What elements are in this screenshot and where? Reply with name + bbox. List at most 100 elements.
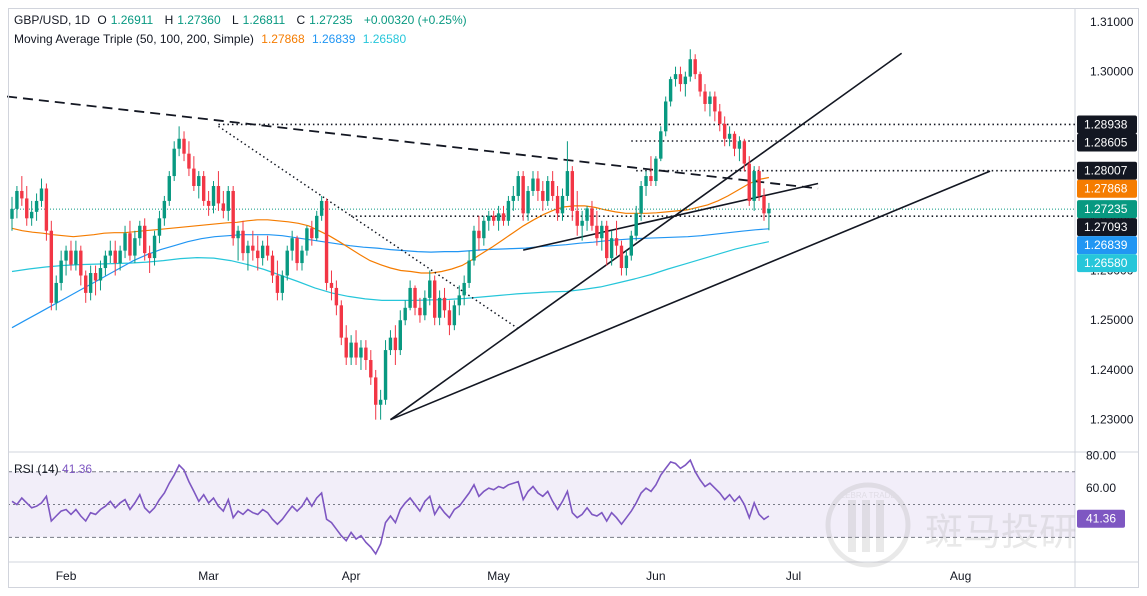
candle-body — [457, 295, 461, 306]
candle-body — [649, 176, 653, 182]
candle — [123, 225, 127, 259]
trendline-0 — [6, 95, 819, 190]
candle — [590, 200, 594, 231]
candle — [619, 240, 624, 276]
price-label-1.28007: 1.28007 — [1077, 161, 1137, 180]
rsi-tick-label: 60.00 — [1086, 481, 1116, 495]
candle-body — [49, 230, 54, 303]
candle — [260, 240, 265, 266]
candle-body — [560, 195, 565, 214]
candle-body — [570, 171, 575, 211]
price-label-text: 1.27868 — [1084, 182, 1128, 196]
rsi-line — [11, 458, 770, 556]
candle — [418, 297, 422, 323]
candle — [727, 126, 732, 147]
time-tick-label: Mar — [198, 569, 219, 583]
candle — [752, 166, 756, 211]
price-label-box — [1077, 161, 1137, 180]
candle-body — [216, 185, 221, 204]
ma-legend[interactable]: Moving Average Triple (50, 100, 200, Sim… — [14, 32, 410, 46]
symbol-label[interactable]: GBP/USD, 1D — [14, 13, 91, 27]
candle — [432, 275, 437, 326]
ma-label[interactable]: Moving Average Triple (50, 100, 200, Sim… — [14, 32, 254, 46]
candle-body — [663, 101, 668, 132]
candle-body — [270, 255, 275, 276]
candle-body — [103, 255, 108, 269]
candle-body — [619, 245, 624, 269]
candle — [197, 171, 201, 199]
candle-body — [659, 131, 663, 159]
candle-body — [555, 195, 560, 214]
candle-body — [496, 213, 501, 221]
time-tick-label: Jul — [786, 569, 801, 583]
candle-body — [418, 307, 422, 316]
zebra-badge-text: ZEBRA TRADE — [840, 491, 895, 500]
price-label-text: 1.28938 — [1084, 117, 1128, 131]
candle — [595, 210, 599, 246]
candle — [29, 200, 34, 226]
rsi-value-label: 41.36 — [1077, 509, 1125, 528]
candle-body — [364, 347, 368, 361]
candle-body — [123, 233, 127, 251]
candle — [147, 245, 152, 274]
candle — [221, 190, 226, 219]
candle — [270, 250, 275, 283]
candle — [54, 275, 58, 311]
candle — [226, 185, 230, 221]
candle — [413, 285, 417, 316]
candle-body — [162, 200, 167, 219]
candle-body — [629, 235, 633, 256]
candle — [241, 220, 245, 261]
price-label-text: 1.26580 — [1084, 256, 1128, 270]
ma200-line — [11, 241, 770, 301]
candle-body — [477, 230, 481, 239]
candle-body — [423, 297, 427, 316]
candle-body — [688, 59, 692, 77]
candle-body — [226, 190, 230, 211]
candle — [285, 245, 289, 281]
candle-body — [143, 225, 147, 254]
candle-body — [644, 176, 648, 186]
candle-body — [310, 228, 314, 239]
watermark-text: 斑马投研 — [925, 510, 1077, 554]
rsi-legend[interactable]: RSI (14) 41.36 — [14, 462, 92, 476]
candle-body — [511, 195, 516, 201]
candle — [742, 138, 747, 172]
price-label-box — [1077, 133, 1137, 152]
price-tick-label: 1.25000 — [1090, 313, 1134, 327]
candle-body — [462, 282, 466, 296]
candle-body — [236, 230, 240, 239]
price-label-box — [1077, 179, 1137, 198]
candle — [487, 210, 491, 231]
candle-body — [285, 250, 289, 276]
time-axis[interactable]: Feb Mar Apr May Jun Jul Aug — [56, 569, 972, 583]
candle — [437, 290, 442, 326]
candle — [128, 220, 132, 261]
candle — [649, 156, 653, 186]
candle-body — [585, 208, 589, 221]
price-label-1.26580: 1.26580 — [1077, 254, 1137, 273]
trendline-1 — [218, 125, 519, 330]
price-label-box — [1077, 254, 1137, 273]
candle-body — [206, 200, 211, 206]
candle-body — [506, 200, 511, 221]
candle — [541, 181, 545, 211]
candle — [506, 195, 511, 226]
candle-body — [403, 307, 407, 321]
candle — [236, 225, 240, 261]
candle-body — [290, 238, 294, 251]
price-tick-label: 1.24000 — [1090, 363, 1134, 377]
watermark: ZEBRA TRADE 斑马投研 — [825, 482, 1077, 568]
candle — [138, 220, 142, 246]
candle — [423, 290, 427, 321]
price-axis[interactable]: 1.230001.240001.250001.260001.270001.280… — [1077, 15, 1137, 528]
candle — [152, 230, 157, 266]
candle — [231, 185, 235, 246]
candle — [678, 66, 683, 92]
rsi-label[interactable]: RSI (14) — [14, 462, 59, 476]
ohlc-legend[interactable]: GBP/USD, 1D O 1.26911 H 1.27360 L 1.26811 C… — [14, 13, 471, 27]
candle-body — [634, 213, 638, 236]
trendlines — [6, 52, 1075, 421]
candle — [369, 350, 373, 385]
